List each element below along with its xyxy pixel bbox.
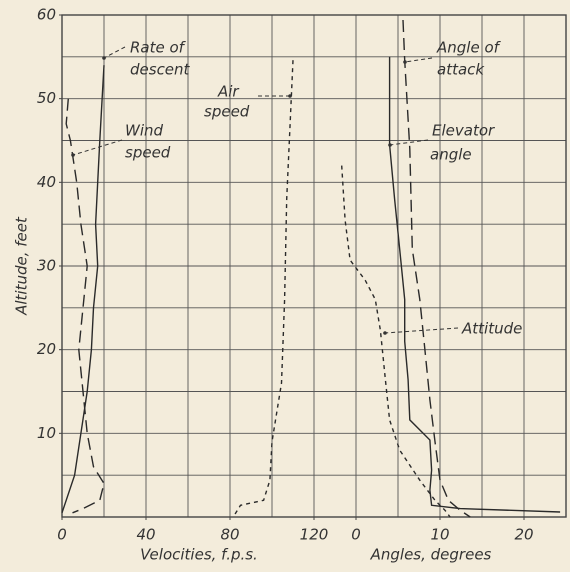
series-line: [388, 56, 561, 513]
leader-arrow: [388, 143, 392, 147]
series-label: Air: [217, 83, 239, 101]
y-tick-label: 60: [37, 6, 56, 24]
y-axis-title: Altitude, feet: [13, 216, 31, 316]
x-tick-label: 40: [136, 526, 155, 544]
x-tick-label: 120: [300, 526, 329, 544]
series-label: attack: [437, 61, 485, 79]
leader-line: [103, 46, 126, 59]
leader-line: [72, 139, 123, 156]
y-tick-label: 30: [37, 257, 56, 275]
series-label: Attitude: [461, 320, 522, 338]
y-tick-label: 20: [37, 340, 56, 358]
leader-arrow: [383, 331, 387, 335]
series-label: speed: [204, 103, 250, 121]
leader-line: [389, 139, 429, 146]
x-tick-label: 20: [514, 526, 533, 544]
series-line: [402, 19, 471, 518]
series-label: Elevator: [432, 122, 495, 140]
series-line: [232, 60, 294, 518]
y-tick-label: 40: [37, 173, 56, 191]
leader-line: [384, 327, 459, 334]
series-label: Angle of: [436, 39, 502, 57]
series-label: Rate of: [130, 39, 187, 57]
x-axis-title: Velocities, f.p.s.: [140, 546, 258, 564]
series-line: [61, 65, 105, 514]
leader-line: [404, 57, 433, 63]
leader-arrow: [71, 153, 75, 157]
x-tick-label: 0: [57, 526, 67, 544]
x-axis-title: Angles, degrees: [370, 546, 492, 564]
y-tick-label: 10: [37, 424, 56, 442]
leader-arrow: [403, 60, 407, 64]
series-label: descent: [130, 61, 191, 79]
series-label: angle: [430, 146, 472, 164]
leader-arrow: [288, 94, 292, 98]
series-label: Wind: [125, 122, 164, 140]
x-tick-label: 0: [351, 526, 361, 544]
y-tick-label: 50: [37, 89, 56, 107]
x-tick-label: 80: [220, 526, 239, 544]
x-tick-label: 10: [430, 526, 449, 544]
series-label: speed: [125, 144, 171, 162]
leader-arrow: [102, 56, 106, 60]
